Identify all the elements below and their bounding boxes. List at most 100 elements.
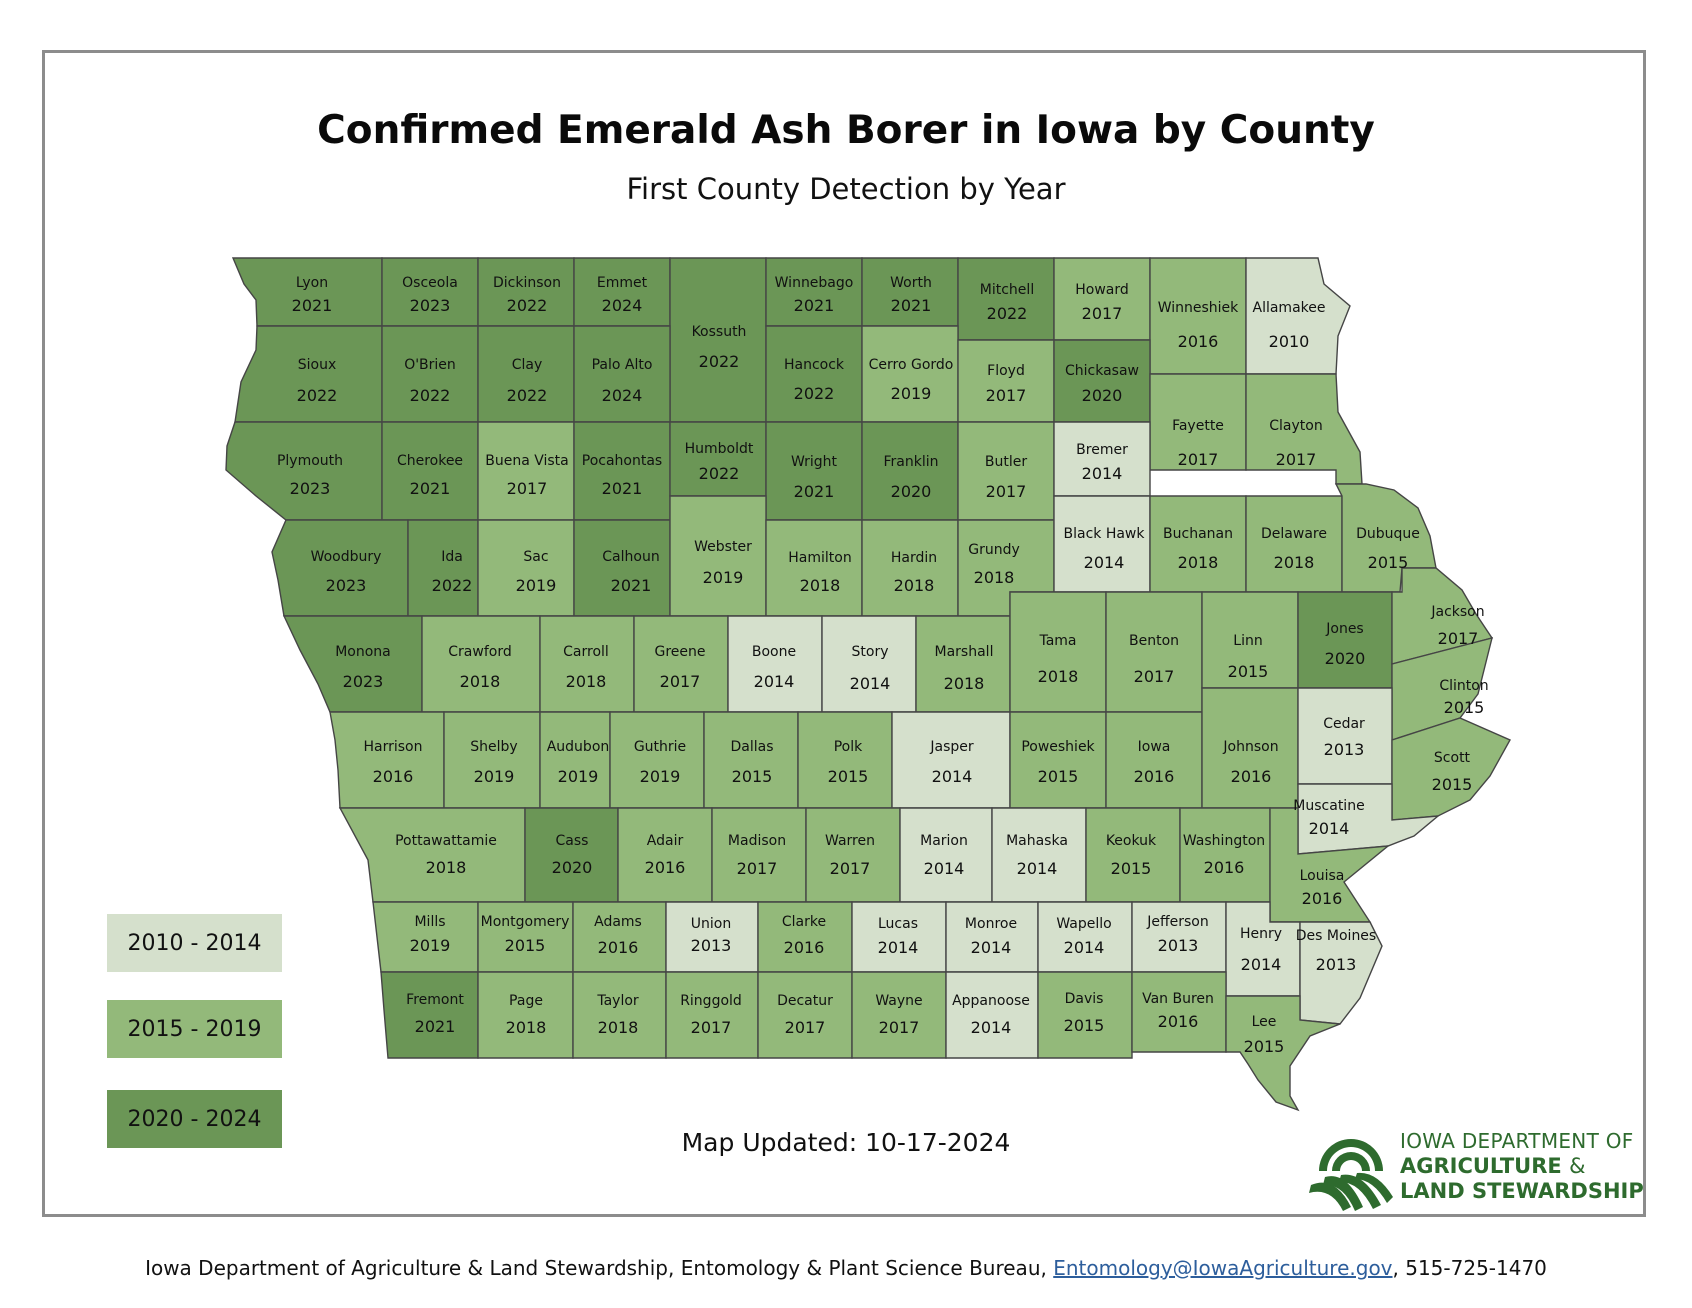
county-mitchell xyxy=(957,257,1055,341)
county-woodbury xyxy=(271,519,409,617)
county-year-jefferson: 2013 xyxy=(1158,936,1199,955)
county-year-butler: 2017 xyxy=(986,482,1027,501)
county-year-van-buren: 2016 xyxy=(1158,1012,1199,1031)
footer-email-link[interactable]: Entomology@IowaAgriculture.gov xyxy=(1053,1256,1393,1280)
county-year-carroll: 2018 xyxy=(566,672,607,691)
county-worth xyxy=(861,257,959,327)
county-name-hamilton: Hamilton xyxy=(788,550,851,566)
county-name-harrison: Harrison xyxy=(364,739,423,755)
county-year-cass: 2020 xyxy=(552,858,593,877)
logo-ampersand: & xyxy=(1569,1154,1586,1178)
county-year-worth: 2021 xyxy=(891,296,932,315)
county-taylor xyxy=(572,971,667,1059)
logo-line-2: AGRICULTURE xyxy=(1400,1154,1562,1178)
county-name-lucas: Lucas xyxy=(878,916,918,932)
county-marshall xyxy=(915,615,1011,713)
county-year-polk: 2015 xyxy=(828,767,869,786)
county-jones xyxy=(1297,591,1393,689)
county-year-scott: 2015 xyxy=(1432,775,1473,794)
county-name-butler: Butler xyxy=(985,454,1027,470)
legend-item-2010-2014: 2010 - 2014 xyxy=(107,914,282,972)
county-year-winnebago: 2021 xyxy=(794,296,835,315)
county-year-washington: 2016 xyxy=(1204,858,1245,877)
county-year-warren: 2017 xyxy=(830,859,871,878)
logo-line-1: IOWA DEPARTMENT OF xyxy=(1400,1129,1634,1153)
county-year-hancock: 2022 xyxy=(794,384,835,403)
county-year-marion: 2014 xyxy=(924,859,965,878)
county-year-chickasaw: 2020 xyxy=(1082,386,1123,405)
county-name-ida: Ida xyxy=(441,549,463,565)
county-name-hancock: Hancock xyxy=(784,357,845,373)
county-name-appanoose: Appanoose xyxy=(952,993,1030,1009)
county-name-mahaska: Mahaska xyxy=(1006,833,1068,849)
county-year-floyd: 2017 xyxy=(986,386,1027,405)
county-pocahontas xyxy=(573,421,671,521)
county-clay xyxy=(477,325,575,423)
county-monona xyxy=(282,615,423,713)
county-carroll xyxy=(539,615,635,713)
county-name-monroe: Monroe xyxy=(965,916,1017,932)
county-clarke xyxy=(757,901,853,973)
county-greene xyxy=(633,615,729,713)
county-wright xyxy=(765,421,863,521)
county-jasper xyxy=(891,711,1011,809)
county-name-plymouth: Plymouth xyxy=(277,453,343,469)
county-name-montgomery: Montgomery xyxy=(481,914,570,930)
county-year-humboldt: 2022 xyxy=(699,464,740,483)
county-year-howard: 2017 xyxy=(1082,304,1123,323)
county-year-mitchell: 2022 xyxy=(987,304,1028,323)
county-name-bremer: Bremer xyxy=(1076,442,1128,458)
county-year-marshall: 2018 xyxy=(944,674,985,693)
county-name-o-brien: O'Brien xyxy=(404,357,456,373)
county-boone xyxy=(727,615,823,713)
county-year-wayne: 2017 xyxy=(879,1018,920,1037)
county-year-linn: 2015 xyxy=(1228,662,1269,681)
county-year-palo-alto: 2024 xyxy=(602,386,643,405)
county-name-ringgold: Ringgold xyxy=(680,993,742,1009)
county-name-cedar: Cedar xyxy=(1323,716,1365,732)
county-name-des-moines: Des Moines xyxy=(1296,928,1376,944)
county-name-hardin: Hardin xyxy=(891,550,937,566)
county-name-muscatine: Muscatine xyxy=(1293,798,1364,814)
county-year-franklin: 2020 xyxy=(891,482,932,501)
county-year-buchanan: 2018 xyxy=(1178,553,1219,572)
county-name-davis: Davis xyxy=(1065,991,1104,1007)
county-year-louisa: 2016 xyxy=(1302,889,1343,908)
county-name-johnson: Johnson xyxy=(1222,739,1278,755)
county-name-cass: Cass xyxy=(556,833,589,849)
county-name-tama: Tama xyxy=(1038,633,1076,649)
county-year-cedar: 2013 xyxy=(1324,740,1365,759)
county-name-sioux: Sioux xyxy=(298,357,337,373)
county-washington xyxy=(1179,807,1271,903)
county-audubon xyxy=(539,711,611,809)
county-year-monroe: 2014 xyxy=(971,938,1012,957)
county-year-benton: 2017 xyxy=(1134,667,1175,686)
county-name-adair: Adair xyxy=(647,833,684,849)
county-name-cherokee: Cherokee xyxy=(397,453,463,469)
county-name-jones: Jones xyxy=(1325,621,1363,637)
county-wapello xyxy=(1037,901,1133,973)
county-name-marion: Marion xyxy=(920,833,968,849)
county-emmet xyxy=(573,257,671,327)
county-name-humboldt: Humboldt xyxy=(685,441,754,457)
county-name-dallas: Dallas xyxy=(730,739,773,755)
county-fremont xyxy=(380,971,479,1059)
county-humboldt xyxy=(669,421,767,497)
county-year-clayton: 2017 xyxy=(1276,450,1317,469)
county-year-decatur: 2017 xyxy=(785,1018,826,1037)
county-name-winneshiek: Winneshiek xyxy=(1158,300,1239,316)
county-ringgold xyxy=(665,971,759,1059)
county-name-page: Page xyxy=(509,993,543,1009)
county-name-benton: Benton xyxy=(1129,633,1179,649)
county-year-crawford: 2018 xyxy=(460,672,501,691)
county-year-clarke: 2016 xyxy=(784,938,825,957)
county-poweshiek xyxy=(1009,711,1107,809)
county-name-clayton: Clayton xyxy=(1269,418,1322,434)
county-year-dubuque: 2015 xyxy=(1368,553,1409,572)
county-name-chickasaw: Chickasaw xyxy=(1065,363,1139,379)
county-name-monona: Monona xyxy=(335,644,391,660)
county-name-jackson: Jackson xyxy=(1430,604,1484,620)
legend-item-2020-2024: 2020 - 2024 xyxy=(107,1090,282,1148)
county-cerro-gordo xyxy=(861,325,959,423)
